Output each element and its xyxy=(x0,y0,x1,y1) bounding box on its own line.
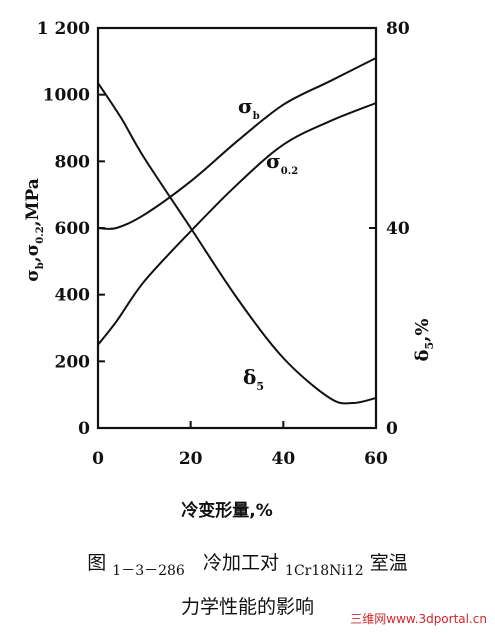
caption-alloy: 1Cr18Ni12 xyxy=(285,563,364,579)
series-lines xyxy=(97,57,377,405)
left-tick-label: 1 200 xyxy=(37,19,90,39)
series-label: σ0.2 xyxy=(266,149,298,177)
series-sigma-b-line xyxy=(97,57,377,230)
left-tick-label: 1000 xyxy=(43,86,90,106)
x-axis-title: 冷变形量,% xyxy=(181,500,273,521)
caption-text-a: 冷加工对 xyxy=(202,552,279,574)
right-tick-label: 0 xyxy=(386,419,398,439)
x-tick-label: 0 xyxy=(92,449,104,469)
right-axis-title: δ5,% xyxy=(412,318,436,361)
caption-prefix: 图 xyxy=(87,552,107,574)
left-tick-label: 0 xyxy=(78,419,90,439)
caption-number: 1－3－286 xyxy=(112,563,185,579)
x-tick-label: 60 xyxy=(364,449,388,469)
left-axis-title: σb,σ0.2,MPa xyxy=(23,178,46,282)
left-tick-label: 200 xyxy=(55,352,91,372)
series-label: δ5 xyxy=(243,365,264,393)
watermark: 三维网www.3dportal.cn xyxy=(350,612,487,626)
caption-text-b: 室温 xyxy=(369,552,408,574)
x-tick-label: 40 xyxy=(271,449,295,469)
series-label: σb xyxy=(238,94,260,122)
series-sigma-02-line xyxy=(97,102,377,346)
figure-caption-line1: 图 1－3－286 冷加工对 1Cr18Ni12 室温 xyxy=(0,548,495,579)
series-delta5-line xyxy=(97,82,377,405)
right-tick-label: 40 xyxy=(386,219,410,239)
x-tick-label: 20 xyxy=(179,449,203,469)
axis-ticks xyxy=(97,27,377,429)
left-tick-label: 600 xyxy=(55,219,91,239)
left-tick-label: 800 xyxy=(55,152,91,172)
figure-caption-line2: 力学性能的影响 xyxy=(180,596,314,618)
left-tick-label: 400 xyxy=(55,286,91,306)
plot-border xyxy=(96,26,378,430)
plot-frame xyxy=(96,26,378,430)
right-tick-label: 80 xyxy=(386,19,410,39)
axis-titles: 冷变形量,% σb,σ0.2,MPa δ5,% xyxy=(23,178,436,521)
